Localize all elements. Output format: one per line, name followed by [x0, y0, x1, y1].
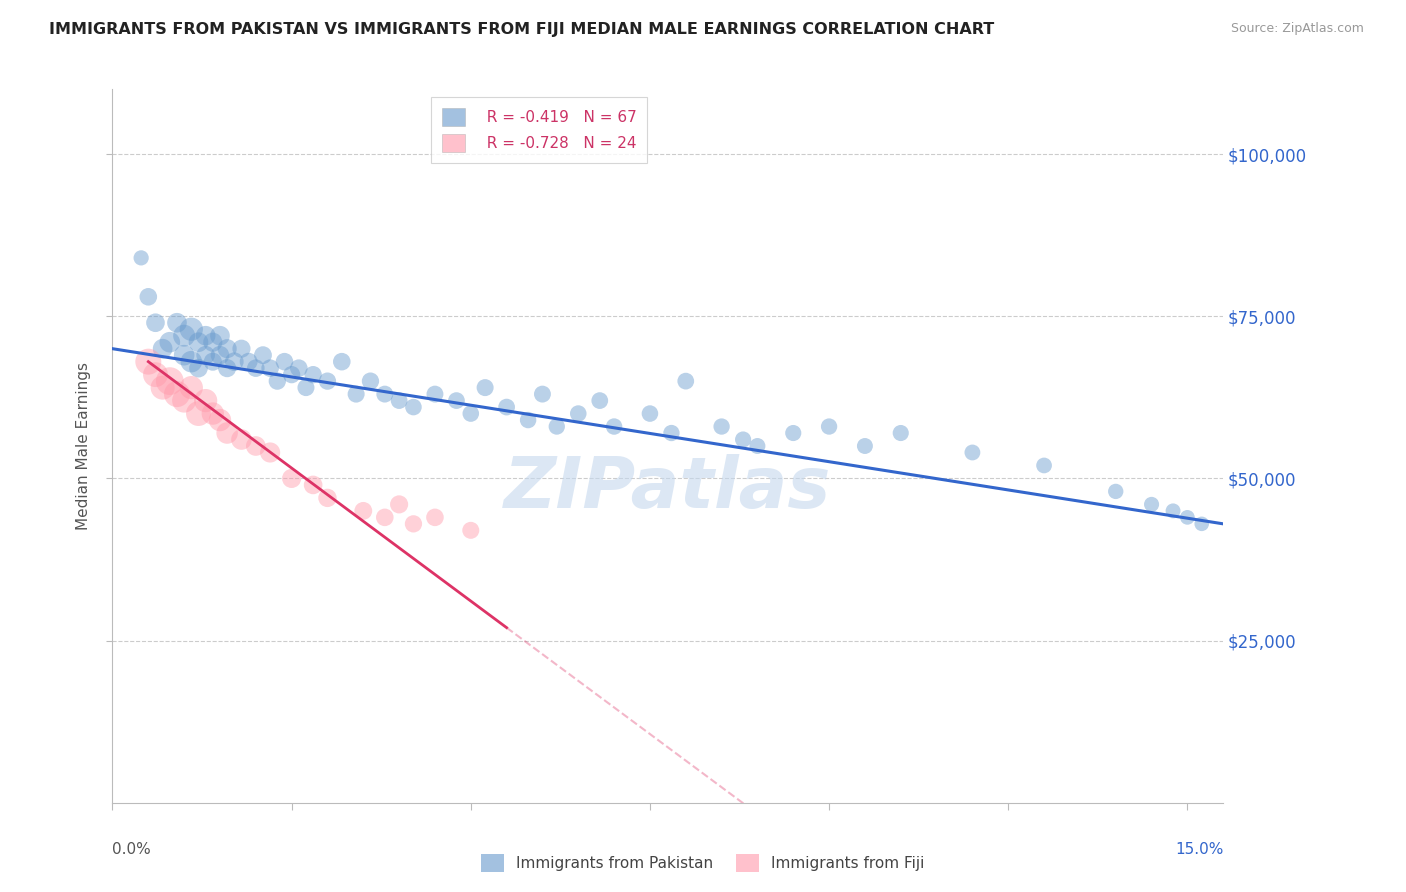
Point — [245, 361, 267, 376]
Point — [208, 328, 231, 343]
Point — [1161, 504, 1184, 518]
Point — [603, 419, 626, 434]
Point — [1191, 516, 1213, 531]
Point — [208, 348, 231, 362]
Point — [374, 387, 396, 401]
Point — [675, 374, 697, 388]
Point — [145, 368, 167, 382]
Point — [238, 354, 260, 368]
Point — [747, 439, 769, 453]
Point — [402, 400, 425, 414]
Point — [208, 413, 231, 427]
Point — [152, 342, 174, 356]
Point — [159, 335, 181, 350]
Point — [180, 354, 202, 368]
Point — [280, 471, 302, 485]
Legend: Immigrants from Pakistan, Immigrants from Fiji: Immigrants from Pakistan, Immigrants fro… — [474, 846, 932, 880]
Point — [388, 393, 411, 408]
Point — [661, 425, 683, 440]
Point — [567, 407, 589, 421]
Point — [890, 425, 912, 440]
Point — [302, 368, 325, 382]
Point — [231, 433, 253, 447]
Point — [180, 322, 202, 336]
Point — [224, 354, 246, 368]
Point — [159, 374, 181, 388]
Point — [288, 361, 311, 376]
Point — [316, 491, 339, 505]
Point — [302, 478, 325, 492]
Point — [201, 354, 224, 368]
Point — [180, 381, 202, 395]
Point — [136, 290, 159, 304]
Point — [173, 393, 195, 408]
Point — [217, 425, 239, 440]
Point — [245, 439, 267, 453]
Point — [201, 335, 224, 350]
Point — [273, 354, 295, 368]
Point — [359, 374, 381, 388]
Point — [1140, 497, 1163, 511]
Point — [344, 387, 367, 401]
Y-axis label: Median Male Earnings: Median Male Earnings — [76, 362, 91, 530]
Point — [374, 510, 396, 524]
Point — [136, 354, 159, 368]
Point — [782, 425, 804, 440]
Point — [733, 433, 755, 447]
Point — [259, 445, 281, 459]
Point — [145, 316, 167, 330]
Point — [853, 439, 876, 453]
Text: 15.0%: 15.0% — [1175, 842, 1223, 857]
Point — [217, 361, 239, 376]
Point — [295, 381, 318, 395]
Point — [173, 328, 195, 343]
Point — [194, 393, 217, 408]
Point — [531, 387, 554, 401]
Text: IMMIGRANTS FROM PAKISTAN VS IMMIGRANTS FROM FIJI MEDIAN MALE EARNINGS CORRELATIO: IMMIGRANTS FROM PAKISTAN VS IMMIGRANTS F… — [49, 22, 994, 37]
Point — [194, 328, 217, 343]
Point — [1105, 484, 1128, 499]
Point — [402, 516, 425, 531]
Point — [474, 381, 496, 395]
Point — [546, 419, 568, 434]
Point — [460, 407, 482, 421]
Text: ZIPatlas: ZIPatlas — [505, 454, 831, 524]
Point — [166, 387, 188, 401]
Point — [194, 348, 217, 362]
Text: Source: ZipAtlas.com: Source: ZipAtlas.com — [1230, 22, 1364, 36]
Point — [259, 361, 281, 376]
Point — [460, 524, 482, 538]
Point — [252, 348, 274, 362]
Point — [589, 393, 612, 408]
Point — [187, 407, 209, 421]
Point — [201, 407, 224, 421]
Point — [423, 510, 446, 524]
Point — [129, 251, 152, 265]
Point — [710, 419, 733, 434]
Point — [173, 348, 195, 362]
Point — [352, 504, 374, 518]
Point — [962, 445, 984, 459]
Point — [266, 374, 288, 388]
Point — [166, 316, 188, 330]
Text: 0.0%: 0.0% — [112, 842, 152, 857]
Point — [818, 419, 841, 434]
Point — [231, 342, 253, 356]
Point — [316, 374, 339, 388]
Point — [187, 335, 209, 350]
Point — [423, 387, 446, 401]
Point — [446, 393, 468, 408]
Point — [495, 400, 517, 414]
Point — [388, 497, 411, 511]
Point — [1177, 510, 1199, 524]
Point — [1033, 458, 1056, 473]
Point — [152, 381, 174, 395]
Point — [280, 368, 302, 382]
Point — [638, 407, 661, 421]
Point — [517, 413, 540, 427]
Point — [187, 361, 209, 376]
Point — [330, 354, 353, 368]
Legend:   R = -0.419   N = 67,   R = -0.728   N = 24: R = -0.419 N = 67, R = -0.728 N = 24 — [432, 97, 647, 163]
Point — [217, 342, 239, 356]
